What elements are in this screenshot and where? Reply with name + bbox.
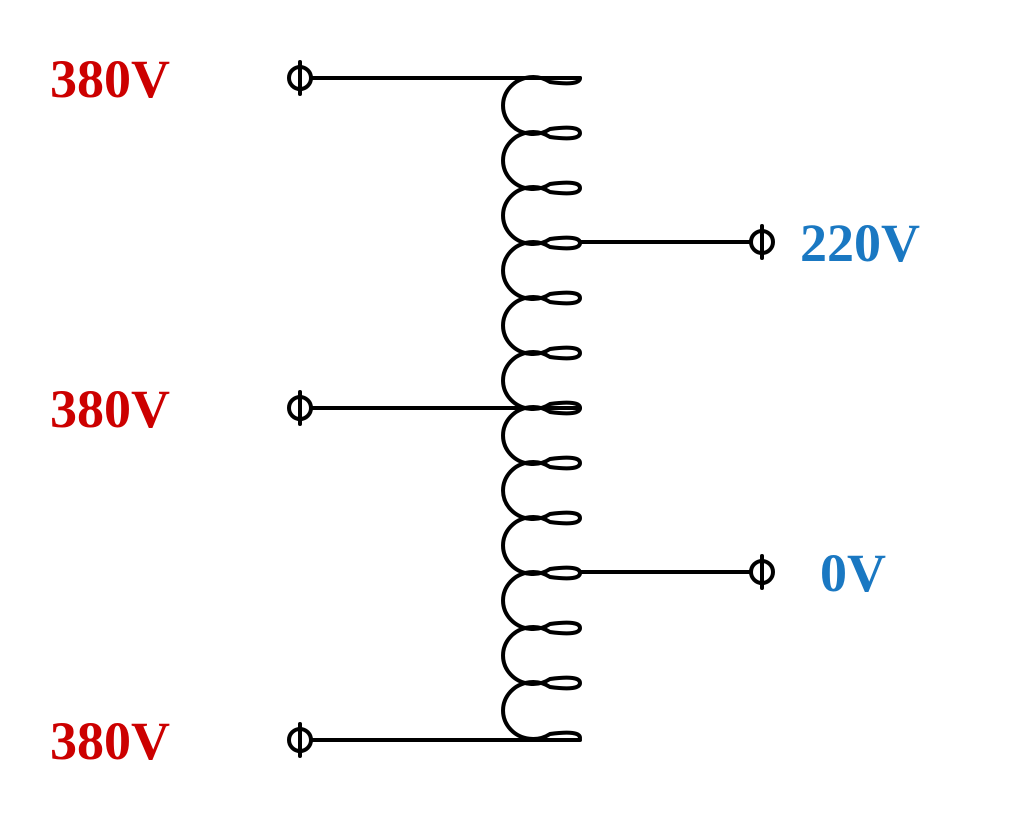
input-terminal-2-label: 380V [50,378,170,440]
output-terminal-1-label: 220V [800,212,920,274]
input-terminal-3-label: 380V [50,710,170,772]
output-terminal-2-label: 0V [820,542,886,604]
input-terminal-1-label: 380V [50,48,170,110]
